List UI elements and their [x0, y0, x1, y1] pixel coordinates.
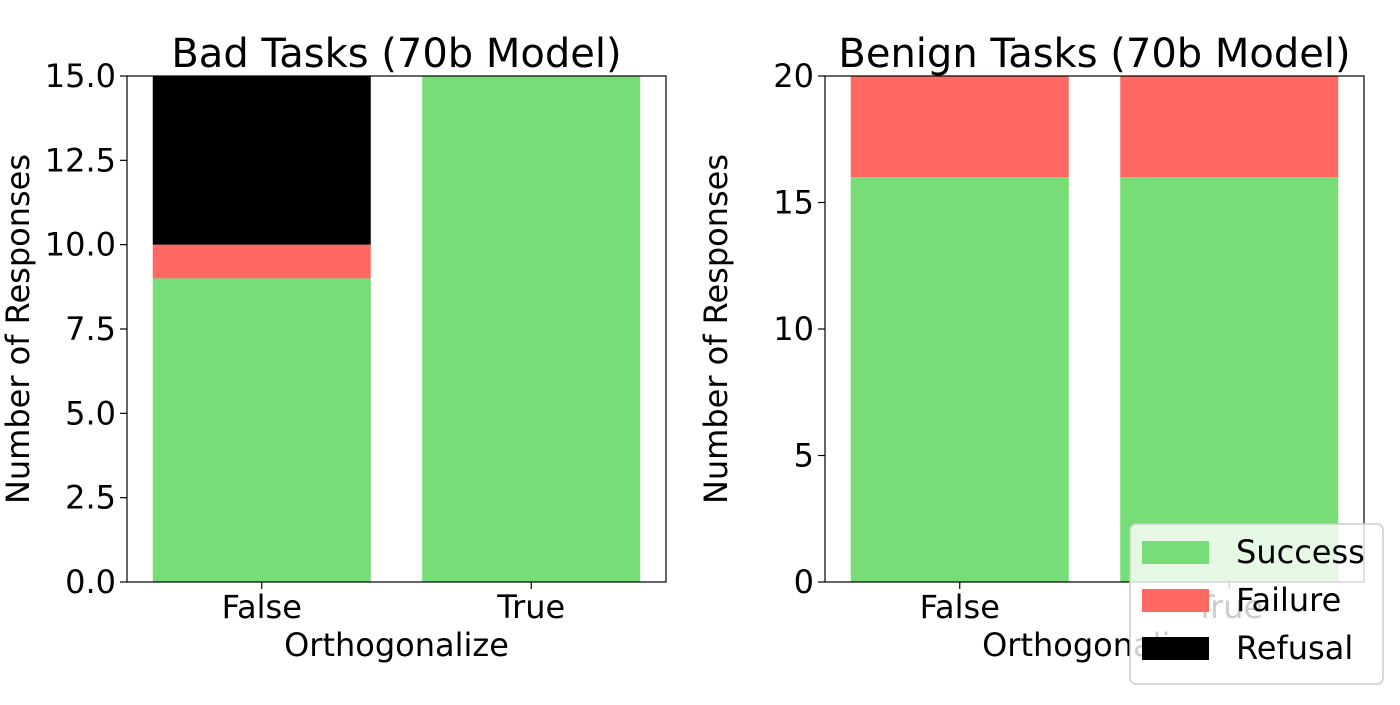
chart-title: Bad Tasks (70b Model) — [171, 31, 621, 77]
legend-swatch-failure — [1142, 589, 1209, 612]
bar-success-true — [422, 76, 641, 582]
bar-refusal-false — [152, 76, 371, 245]
bar-success-false — [850, 177, 1069, 582]
y-tick-label: 5.0 — [65, 394, 116, 432]
plot-frame — [126, 75, 667, 583]
chart-panel-1: False True 0.0 2.5 5.0 7.5 10.0 12.5 15.0 Bad Tas… — [0, 31, 667, 664]
bar-failure-true — [1120, 76, 1339, 178]
y-tick-label: 5 — [794, 437, 814, 475]
y-tick-label: 7.5 — [65, 310, 116, 348]
chart-panel-2: FalseTrue05101520Benign Tasks (70b Model… — [697, 31, 1365, 664]
bar-failure-false — [152, 244, 371, 279]
y-tick-label: 15.0 — [45, 57, 116, 95]
plot-frame — [824, 75, 1365, 583]
legend-label-refusal: Refusal — [1236, 629, 1353, 667]
y-tick-label: 12.5 — [45, 141, 116, 179]
legend-label-failure: Failure — [1236, 581, 1341, 619]
y-tick-label: 20 — [773, 57, 814, 95]
y-axis-label: Number of Responses — [0, 154, 37, 504]
y-axis-label: Number of Responses — [697, 154, 735, 504]
legend: Success Failure Refusal — [1129, 523, 1384, 685]
x-tick-label: False — [920, 588, 1000, 626]
legend-swatch-refusal — [1142, 637, 1209, 660]
y-tick-label: 2.5 — [65, 479, 116, 517]
chart-title: Benign Tasks (70b Model) — [838, 31, 1350, 77]
x-tick-label: True — [496, 588, 565, 626]
y-tick-label: 10 — [773, 310, 814, 348]
x-axis-label: Orthogonalize — [284, 626, 509, 664]
y-tick-label: 0 — [794, 563, 814, 601]
y-tick-label: 15 — [773, 184, 814, 222]
y-tick-label: 10.0 — [45, 226, 116, 264]
legend-label-success: Success — [1236, 533, 1365, 571]
x-tick-label: False — [222, 588, 302, 626]
y-tick-label: 0.0 — [65, 563, 116, 601]
bar-success-false — [152, 278, 371, 582]
bar-success-true — [1120, 177, 1339, 582]
bar-failure-false — [850, 76, 1069, 178]
legend-swatch-success — [1142, 541, 1209, 564]
